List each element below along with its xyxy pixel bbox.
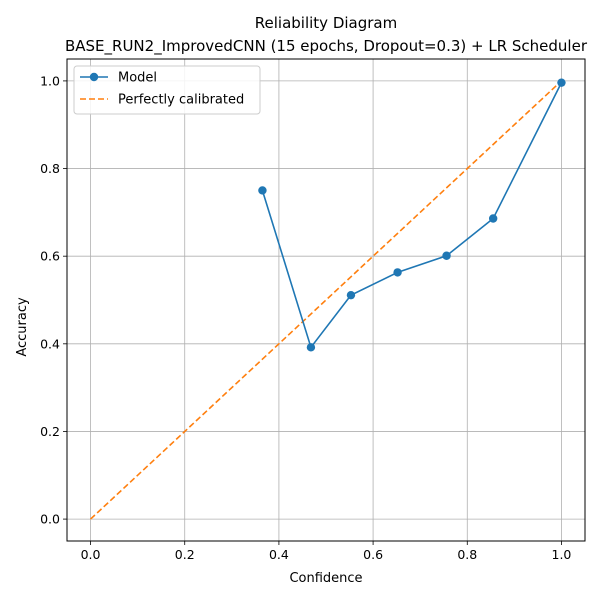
y-axis-label: Accuracy bbox=[15, 297, 30, 357]
x-tick-label: 0.8 bbox=[457, 547, 477, 562]
chart-subtitle: BASE_RUN2_ImprovedCNN (15 epochs, Dropou… bbox=[65, 37, 588, 56]
y-tick-label: 0.6 bbox=[40, 249, 60, 264]
y-tick-label: 0.8 bbox=[40, 161, 60, 176]
model-point bbox=[258, 186, 267, 195]
model-point bbox=[488, 214, 498, 223]
x-tick-label: 0.4 bbox=[269, 547, 289, 562]
model-point bbox=[306, 343, 316, 352]
legend-calibration-label: Perfectly calibrated bbox=[118, 93, 244, 108]
y-tick-label: 0.2 bbox=[40, 424, 60, 439]
model-point bbox=[557, 78, 566, 87]
legend-model-marker bbox=[89, 72, 99, 82]
series bbox=[90, 78, 566, 520]
ticks: 0.0 0.2 0.4 0.6 0.8 1.0 0.0 0.2 0.4 0.6 0.8 1.0 bbox=[40, 73, 571, 562]
model-point bbox=[346, 290, 356, 300]
axes-frame bbox=[66, 58, 586, 542]
x-tick-label: 1.0 bbox=[552, 547, 572, 562]
y-tick-label: 0.4 bbox=[40, 336, 60, 351]
model-point bbox=[393, 268, 402, 277]
x-tick-label: 0.6 bbox=[363, 547, 383, 562]
model-line bbox=[261, 82, 563, 350]
legend: Model Perfectly calibrated bbox=[73, 65, 261, 115]
legend-box bbox=[73, 65, 261, 115]
x-axis-label: Confidence bbox=[289, 571, 362, 586]
legend-model-label: Model bbox=[118, 71, 157, 86]
calibration-line bbox=[90, 80, 562, 520]
chart-title: Reliability Diagram bbox=[255, 14, 397, 32]
y-tick-label: 0.0 bbox=[40, 512, 60, 527]
x-tick-label: 0.2 bbox=[175, 547, 195, 562]
x-tick-label: 0.0 bbox=[81, 547, 101, 562]
y-tick-label: 1.0 bbox=[40, 73, 60, 88]
model-point bbox=[442, 251, 451, 260]
